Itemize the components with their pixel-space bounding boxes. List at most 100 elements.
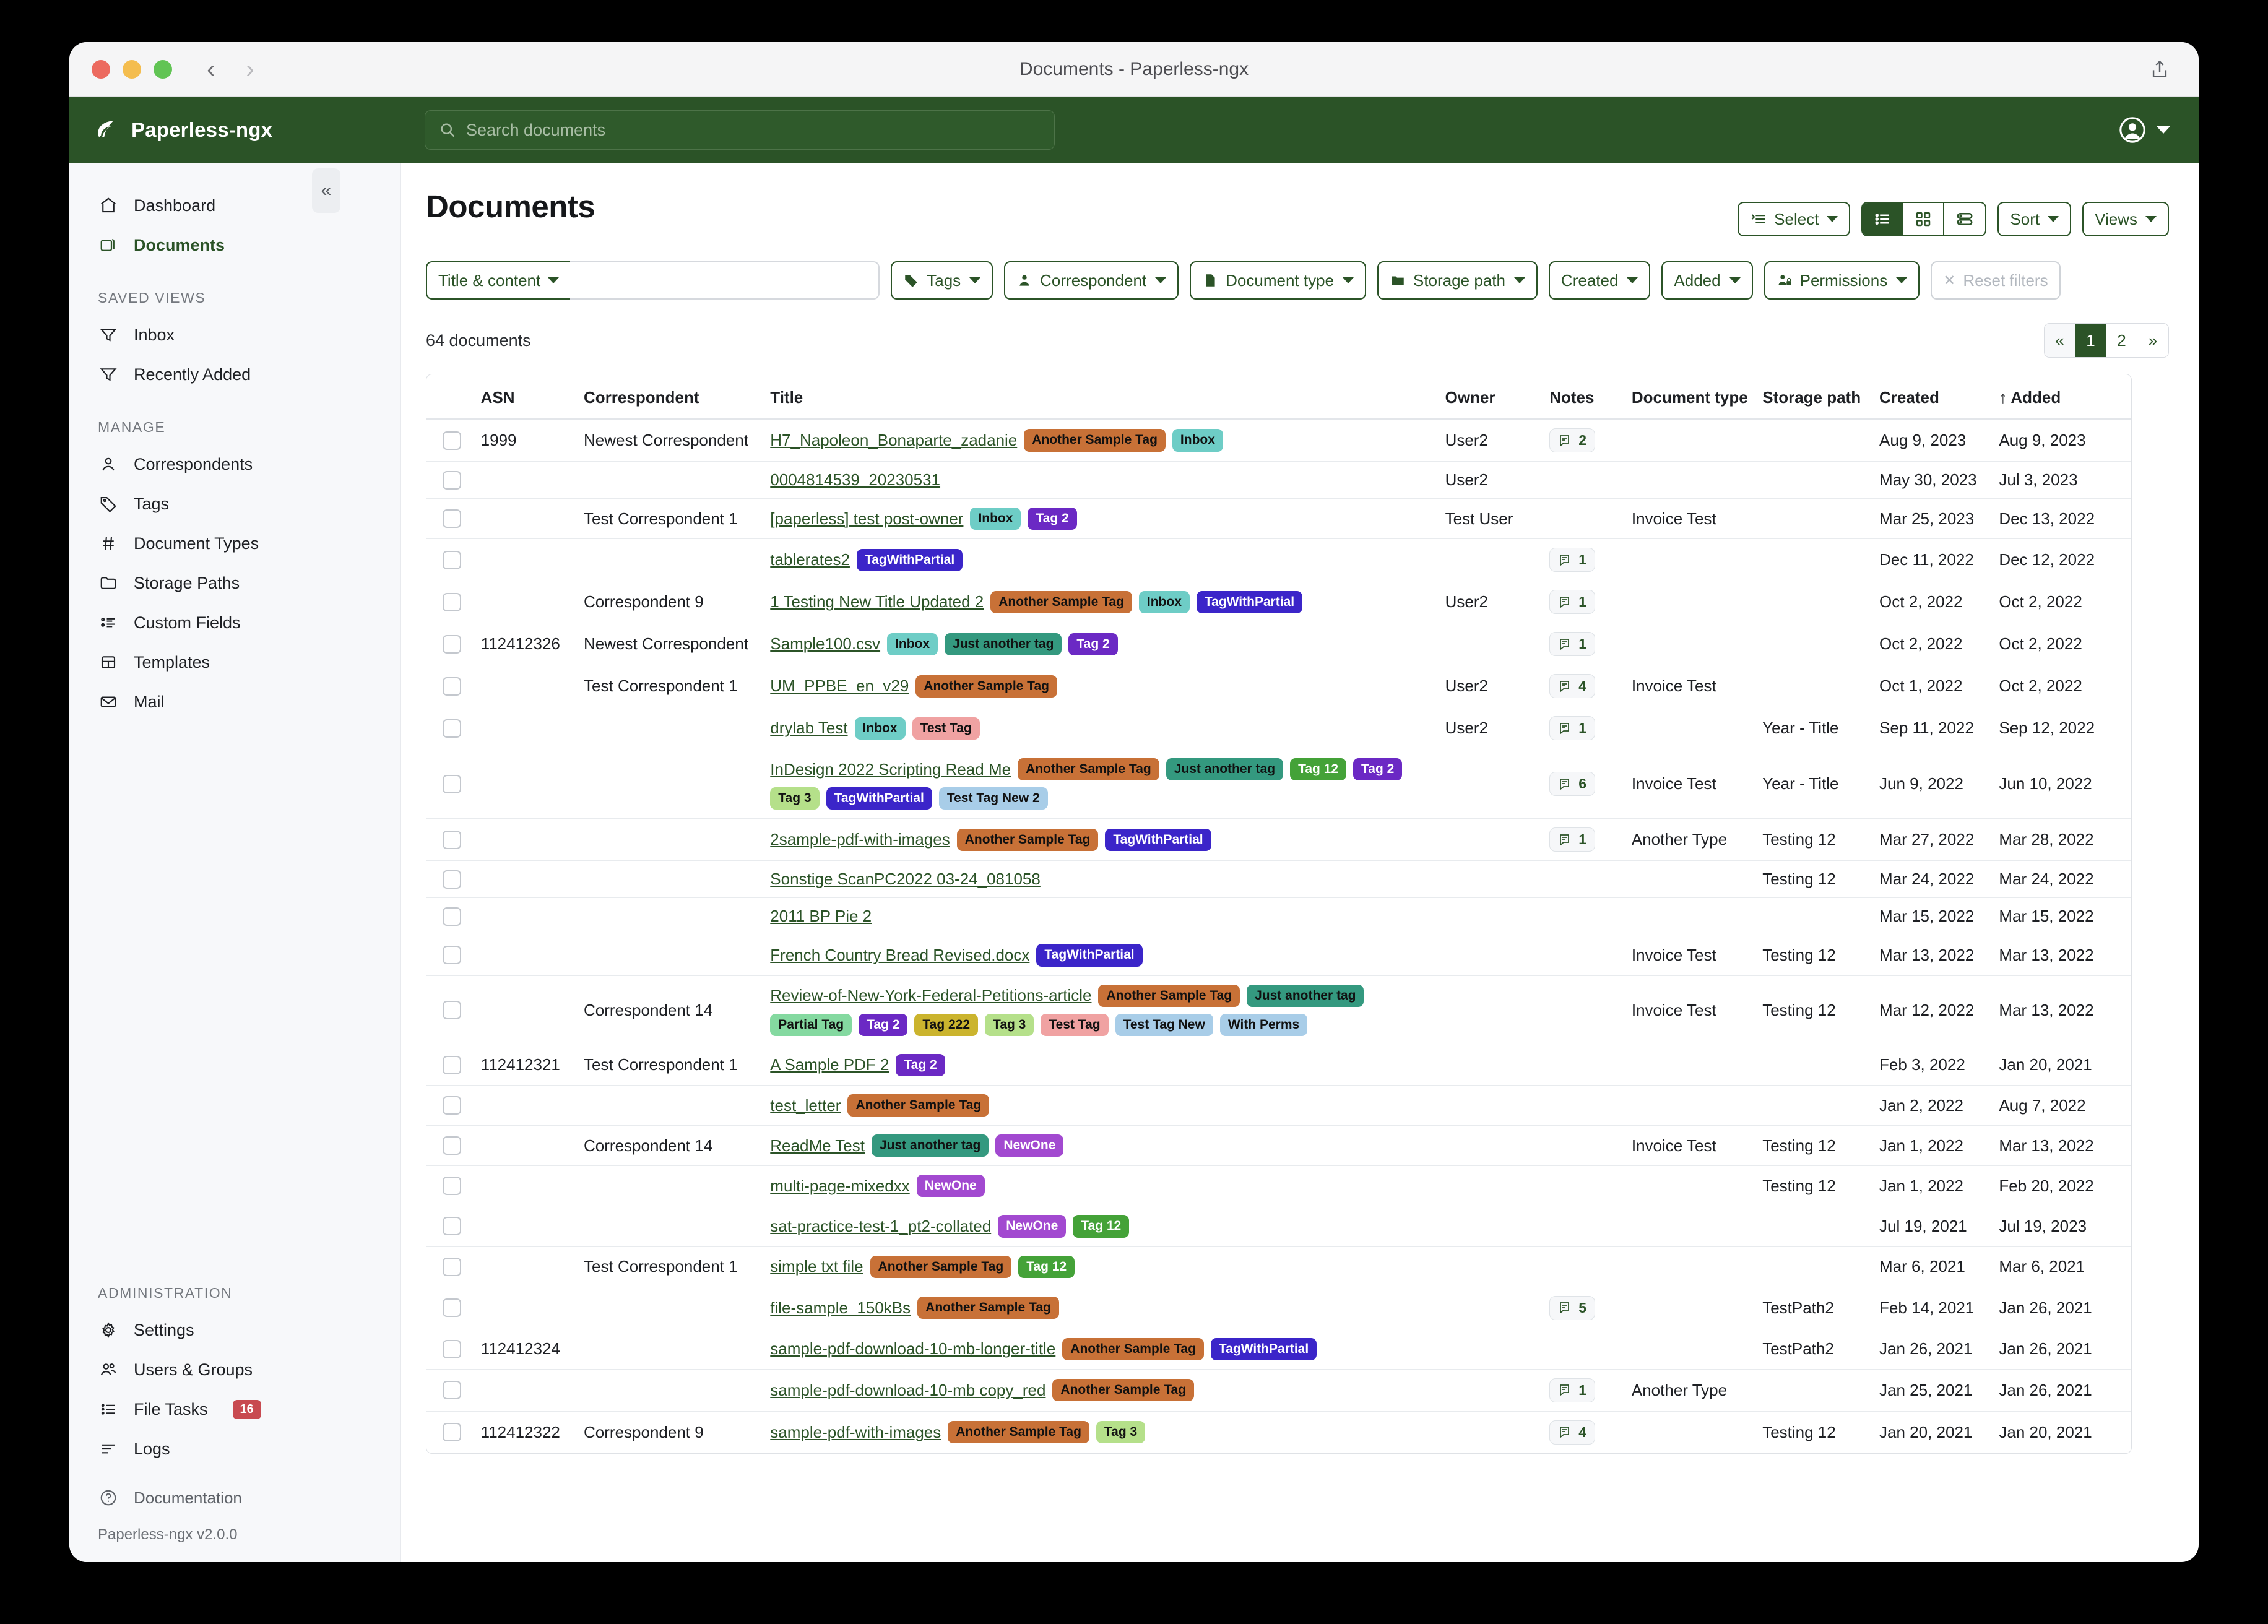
tag-badge[interactable]: Tag 3 [1096,1421,1146,1444]
sidebar-item-custom-fields[interactable]: Custom Fields [69,603,400,642]
brand[interactable]: Paperless-ngx [93,118,425,142]
account-menu[interactable] [2118,116,2170,144]
tag-badge[interactable]: Just another tag [1247,984,1364,1007]
grid-view-icon[interactable] [1903,203,1945,235]
row-checkbox-cell[interactable] [426,498,481,540]
tag-badge[interactable]: Inbox [1172,429,1223,452]
column-header-notes[interactable]: Notes [1549,374,1632,420]
sidebar-item-users-groups[interactable]: Users & Groups [69,1350,400,1389]
tag-badge[interactable]: Tag 12 [1290,758,1347,781]
row-checkbox[interactable] [443,1257,461,1276]
search-input[interactable]: Search documents [425,110,1055,150]
table-row[interactable]: Test Correspondent 1 simple txt file Anoth… [426,1246,2131,1287]
sidebar-item-logs[interactable]: Logs [69,1429,400,1469]
notes-badge[interactable]: 4 [1549,1420,1596,1445]
sidebar-item-documents[interactable]: Documents [69,225,400,265]
notes-badge[interactable]: 1 [1549,827,1596,852]
row-checkbox[interactable] [443,719,461,738]
row-checkbox[interactable] [443,1381,461,1400]
user-avatar-icon[interactable] [2118,116,2147,144]
table-row[interactable]: sat-practice-test-1_pt2-collated NewOne Ta… [426,1206,2131,1247]
tag-badge[interactable]: TagWithPartial [856,548,963,571]
tag-badge[interactable]: Another Sample Tag [948,1421,1089,1444]
notes-badge[interactable]: 6 [1549,772,1596,797]
tag-badge[interactable]: TagWithPartial [1210,1337,1317,1360]
row-checkbox-cell[interactable] [426,818,481,862]
tag-badge[interactable]: Inbox [854,717,906,740]
tag-badge[interactable]: Tag 12 [1073,1215,1130,1238]
table-row[interactable]: tablerates2 TagWithPartial 1 Dec 11, 2022 De… [426,538,2131,582]
document-title-link[interactable]: sample-pdf-with-images [770,1422,941,1441]
row-checkbox-cell[interactable] [426,1085,481,1126]
sidebar-item-storage-paths[interactable]: Storage Paths [69,563,400,603]
chevron-down-icon[interactable] [2157,126,2170,134]
storage-path-filter-button[interactable]: Storage path [1377,261,1538,300]
tag-badge[interactable]: Test Tag [1041,1013,1109,1036]
close-window-icon[interactable] [92,59,110,79]
tag-badge[interactable]: Tag 2 [1353,758,1403,781]
row-checkbox-cell[interactable] [426,1125,481,1167]
pagination-page-1[interactable]: 1 [2075,324,2106,357]
table-row[interactable]: file-sample_150kBs Another Sample Tag 5 Tes… [426,1287,2131,1329]
tag-badge[interactable]: Test Tag New [1115,1013,1213,1036]
table-row[interactable]: drylab Test Inbox Test Tag User2 1 Year - Tit… [426,707,2131,750]
row-checkbox-cell[interactable] [426,1206,481,1247]
document-title-link[interactable]: test_letter [770,1095,841,1115]
notes-badge[interactable]: 1 [1549,632,1596,657]
row-checkbox-cell[interactable] [426,1411,481,1453]
pagination-next[interactable]: » [2137,324,2168,357]
document-title-link[interactable]: 0004814539_20230531 [770,470,941,489]
row-checkbox[interactable] [443,830,461,849]
row-checkbox-cell[interactable] [426,975,481,1045]
tag-badge[interactable]: Tag 222 [914,1013,979,1036]
tag-badge[interactable]: Another Sample Tag [1024,429,1166,452]
share-icon[interactable] [2149,59,2170,80]
sidebar-item-file-tasks[interactable]: File Tasks 16 [69,1389,400,1429]
tag-badge[interactable]: Tag 3 [985,1013,1034,1036]
sidebar-item-document-types[interactable]: Document Types [69,524,400,563]
document-title-link[interactable]: [paperless] test post-owner [770,509,964,528]
tag-badge[interactable]: NewOne [916,1175,985,1198]
tag-badge[interactable]: TagWithPartial [1105,828,1211,851]
title-content-input[interactable] [570,261,880,300]
document-title-link[interactable]: H7_Napoleon_Bonaparte_zadanie [770,430,1018,449]
row-checkbox[interactable] [443,634,461,654]
document-type-filter-button[interactable]: Document type [1190,261,1367,300]
document-title-link[interactable]: 2sample-pdf-with-images [770,830,950,849]
minimize-window-icon[interactable] [123,59,141,79]
document-title-link[interactable]: multi-page-mixedxx [770,1176,910,1195]
tags-filter-button[interactable]: Tags [891,261,993,300]
table-row[interactable]: 112412326 Newest Correspondent Sample100.c… [426,623,2131,666]
notes-badge[interactable]: 1 [1549,716,1596,741]
views-button[interactable]: Views [2082,202,2169,236]
sidebar-item-inbox[interactable]: Inbox [69,315,400,355]
column-header-created[interactable]: Created [1879,374,1999,420]
title-content-dropdown[interactable]: Title & content [426,261,571,300]
sidebar-item-dashboard[interactable]: Dashboard [69,186,400,225]
tag-badge[interactable]: Tag 2 [1068,633,1118,655]
added-filter-button[interactable]: Added [1661,261,1753,300]
row-checkbox-cell[interactable] [426,897,481,936]
row-checkbox-cell[interactable] [426,538,481,582]
tag-badge[interactable]: TagWithPartial [826,787,932,810]
tag-badge[interactable]: Another Sample Tag [1018,758,1159,781]
tag-badge[interactable]: Tag 3 [770,787,820,810]
row-checkbox[interactable] [443,1217,461,1236]
notes-badge[interactable]: 4 [1549,674,1596,699]
created-filter-button[interactable]: Created [1548,261,1651,300]
row-checkbox[interactable] [443,1055,461,1074]
tag-badge[interactable]: Just another tag [945,633,1062,655]
document-title-link[interactable]: file-sample_150kBs [770,1298,911,1317]
row-checkbox[interactable] [443,907,461,926]
row-checkbox-cell[interactable] [426,1329,481,1370]
row-checkbox[interactable] [443,1298,461,1318]
document-title-link[interactable]: tablerates2 [770,550,850,569]
tag-badge[interactable]: Partial Tag [770,1013,852,1036]
row-checkbox-cell[interactable] [426,860,481,899]
document-title-link[interactable]: Sonstige ScanPC2022 03-24_081058 [770,870,1041,889]
sort-button[interactable]: Sort [1997,202,2072,236]
table-row[interactable]: 2sample-pdf-with-images Another Sample Ta… [426,818,2131,862]
view-mode-toggle[interactable] [1861,202,1987,236]
row-checkbox[interactable] [443,774,461,793]
document-title-link[interactable]: Sample100.csv [770,634,881,654]
